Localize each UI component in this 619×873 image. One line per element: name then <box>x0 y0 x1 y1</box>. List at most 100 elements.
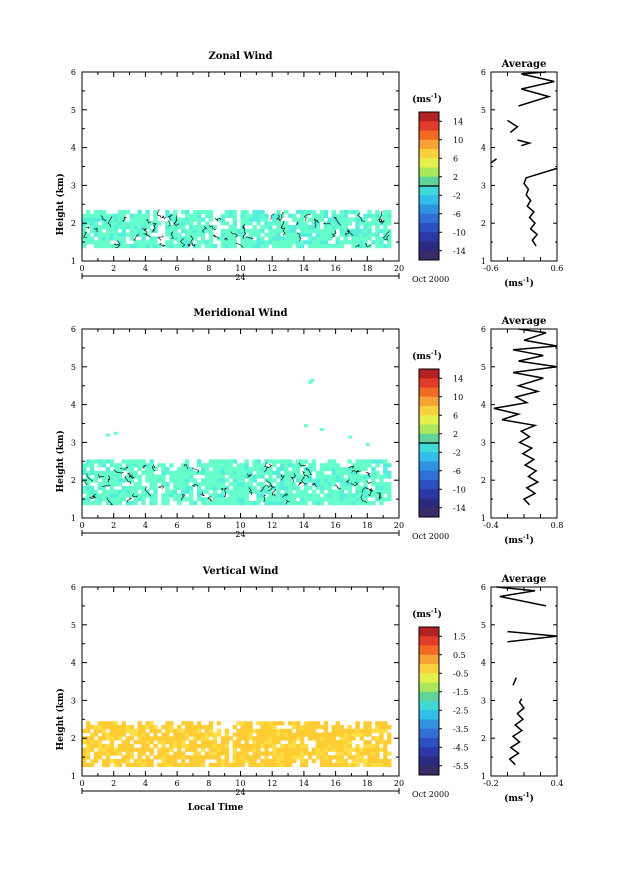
heatmap-cell <box>272 478 277 483</box>
heatmap-cell <box>173 470 178 475</box>
contour-line <box>126 497 133 503</box>
heatmap-cell <box>363 240 368 245</box>
heatmap-cell <box>216 728 222 733</box>
heatmap-cell <box>109 228 115 234</box>
heatmap-cell <box>232 221 237 226</box>
heatmap-cell <box>272 762 277 767</box>
heatmap-cell <box>260 762 265 767</box>
heatmap-cell <box>351 470 356 475</box>
contour-line <box>128 474 135 479</box>
heatmap-cell <box>141 470 146 475</box>
x-tick-label: 14 <box>299 779 309 788</box>
heatmap-cell <box>371 232 376 237</box>
heatmap-cell <box>82 762 87 767</box>
heatmap-cell <box>181 482 186 487</box>
heatmap-cell <box>268 740 273 745</box>
heatmap-cell <box>165 485 170 491</box>
heatmap-cell <box>145 721 150 726</box>
heatmap-cell <box>82 244 87 249</box>
heatmap-cell <box>343 221 348 226</box>
heatmap-cell <box>109 482 115 487</box>
heatmap-cell <box>200 755 206 760</box>
contour-line <box>192 484 198 487</box>
colorbar-band <box>419 387 439 398</box>
heatmap-cell <box>379 497 384 502</box>
heatmap-cell <box>252 240 257 245</box>
heatmap-cell <box>363 762 368 767</box>
heatmap-cell <box>236 474 241 479</box>
heatmap-cell <box>323 740 329 745</box>
heatmap-cell <box>133 244 138 249</box>
heatmap-cell <box>355 501 360 506</box>
heatmap-cell <box>89 228 95 234</box>
heatmap-cell <box>216 732 222 737</box>
heatmap-cell <box>284 497 289 502</box>
heatmap-cell <box>299 225 305 230</box>
contour-line <box>131 493 138 498</box>
average-y-tick-label: 4 <box>481 659 486 668</box>
heatmap-cell <box>141 725 146 730</box>
heatmap-cell <box>260 736 265 741</box>
heatmap-cell <box>260 213 265 218</box>
heatmap-cell <box>189 232 194 237</box>
heatmap-cell <box>97 213 103 218</box>
heatmap-cell <box>260 489 265 494</box>
contour-line <box>142 465 147 469</box>
heatmap-cell <box>303 762 309 767</box>
heatmap-cell <box>252 228 257 234</box>
heatmap-cell <box>303 225 309 230</box>
heatmap-cell <box>149 747 154 752</box>
heatmap-cell <box>189 743 194 749</box>
heatmap-cell <box>133 217 138 222</box>
heatmap-cell <box>149 240 154 245</box>
heatmap-cell <box>125 467 130 472</box>
heatmap-cell <box>292 232 297 237</box>
heatmap-cell <box>303 489 309 494</box>
heatmap-cell <box>284 489 289 494</box>
heatmap-cell <box>161 736 166 741</box>
heatmap-cell <box>153 743 158 749</box>
heatmap-cell <box>387 493 392 498</box>
heatmap-cell <box>177 482 182 487</box>
colorbar-band <box>419 710 439 720</box>
heatmap-cell <box>288 463 293 468</box>
heatmap-cell <box>363 501 368 506</box>
heatmap-cell <box>86 762 91 767</box>
heatmap-cell <box>161 463 166 468</box>
heatmap-cell <box>208 459 214 464</box>
heatmap-cell <box>101 463 107 468</box>
heatmap-cell <box>240 501 245 506</box>
heatmap-cell <box>256 747 261 752</box>
y-tick-label: 3 <box>71 696 76 705</box>
heatmap-cell <box>220 232 226 237</box>
heatmap-cell <box>212 493 218 498</box>
heatmap-cell <box>359 228 364 234</box>
heatmap-cell <box>117 225 123 230</box>
heatmap-cell <box>260 493 265 498</box>
heatmap-cell <box>105 489 111 494</box>
heatmap-cell <box>196 489 202 494</box>
heatmap-cell <box>288 762 293 767</box>
heatmap-cell <box>113 493 119 498</box>
heatmap-cell <box>89 725 95 730</box>
heatmap-cell <box>97 210 103 215</box>
heatmap-cell <box>133 228 138 234</box>
heatmap-cell <box>117 489 123 494</box>
heatmap-cell <box>220 213 226 218</box>
heatmap-cell <box>387 244 392 249</box>
heatmap-cell <box>113 474 119 479</box>
heatmap-cell <box>323 463 329 468</box>
heatmap-cell <box>363 244 368 249</box>
heatmap-cell <box>141 240 146 245</box>
heatmap-cell <box>331 467 336 472</box>
contour-line <box>364 242 371 248</box>
heatmap-cell <box>288 751 293 756</box>
heatmap-cell <box>296 225 301 230</box>
heatmap-cell <box>319 463 325 468</box>
heatmap-cell <box>355 470 360 475</box>
heatmap-cell <box>288 740 293 745</box>
heatmap-cell <box>220 762 226 767</box>
heatmap-cell <box>208 210 214 215</box>
y-tick-label: 2 <box>71 476 76 485</box>
heatmap-cell <box>109 221 115 226</box>
